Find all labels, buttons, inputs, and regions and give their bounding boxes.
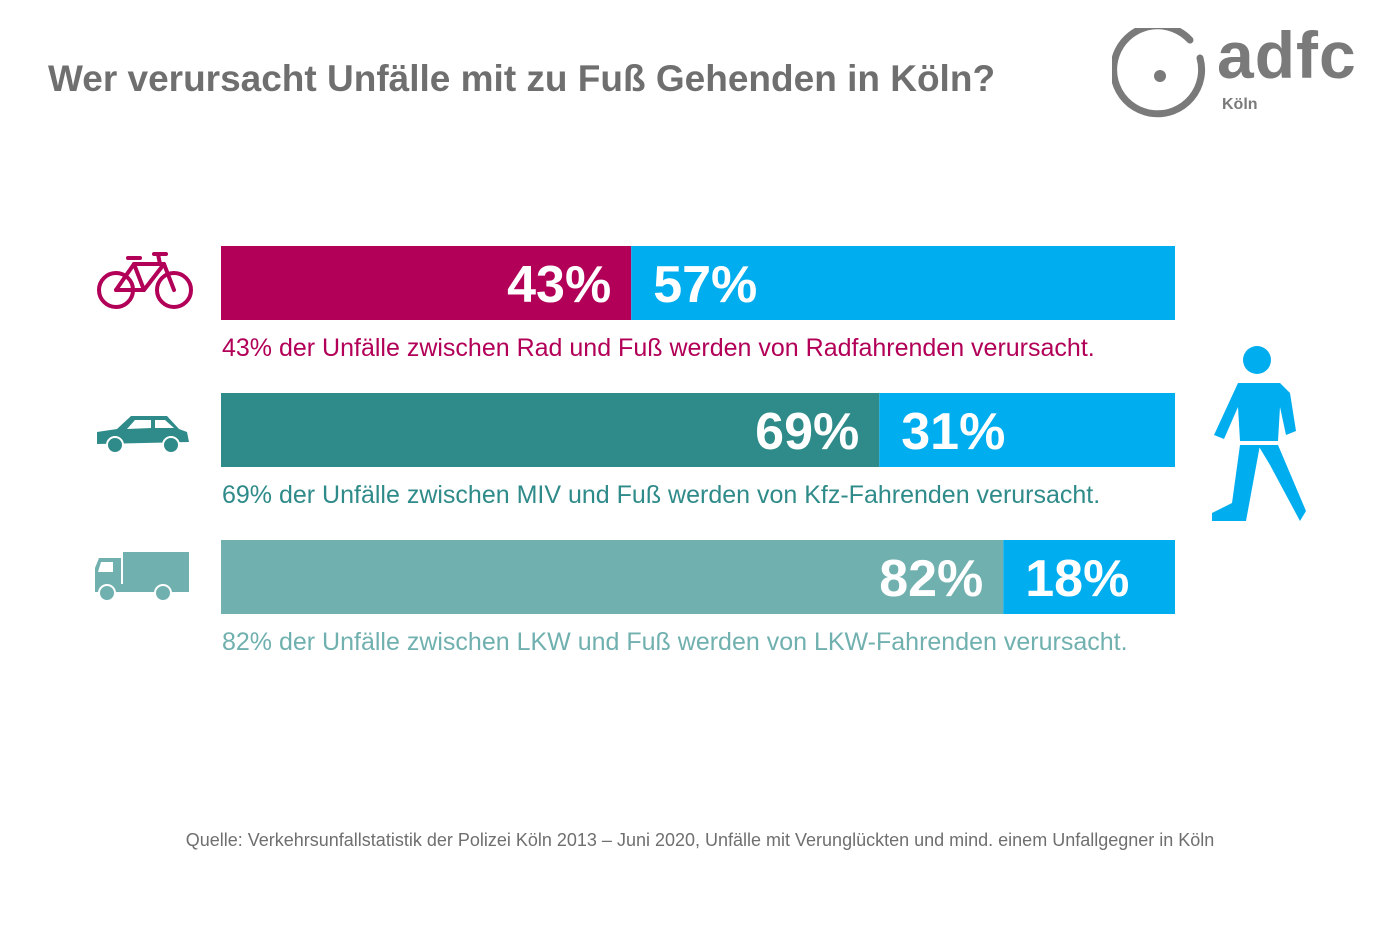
value-label-miv-cause: 69% — [755, 403, 859, 461]
value-label-miv-pedestrian: 31% — [901, 403, 1005, 461]
adfc-logo: adfc Köln — [1112, 22, 1372, 128]
source-note: Quelle: Verkehrsunfallstatistik der Poli… — [185, 830, 1215, 850]
chart-title: Wer verursacht Unfälle mit zu Fuß Gehend… — [48, 58, 996, 99]
value-label-rad-pedestrian: 57% — [653, 256, 757, 314]
value-label-lkw-cause: 82% — [879, 550, 983, 608]
value-label-rad-cause: 43% — [507, 256, 611, 314]
value-label-lkw-pedestrian: 18% — [1025, 550, 1129, 608]
bicycle-icon — [97, 252, 193, 309]
bar-lkw-pedestrian — [1003, 540, 1175, 614]
caption-miv: 69% der Unfälle zwischen MIV und Fuß wer… — [222, 481, 1100, 509]
bar-miv-pedestrian — [879, 393, 1175, 467]
logo-wordmark: adfc — [1217, 18, 1357, 92]
truck-icon — [95, 552, 189, 602]
bar-miv-cause — [221, 393, 880, 467]
pedestrian-icon — [1212, 346, 1306, 521]
logo-ring-icon — [1112, 28, 1206, 118]
caption-rad: 43% der Unfälle zwischen Rad und Fuß wer… — [222, 334, 1095, 362]
bar-lkw-cause — [221, 540, 1004, 614]
car-icon — [97, 416, 189, 454]
logo-city: Köln — [1222, 96, 1258, 113]
bar-rad-pedestrian — [631, 246, 1175, 320]
bar-rad-cause — [221, 246, 632, 320]
caption-lkw: 82% der Unfälle zwischen LKW und Fuß wer… — [222, 628, 1128, 656]
